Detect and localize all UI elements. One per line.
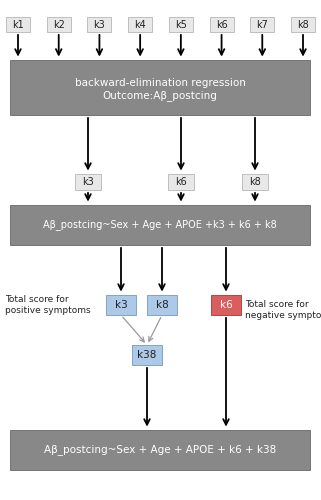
- FancyBboxPatch shape: [47, 17, 71, 32]
- FancyBboxPatch shape: [75, 174, 101, 190]
- Text: Aβ_postcing~Sex + Age + APOE + k6 + k38: Aβ_postcing~Sex + Age + APOE + k6 + k38: [44, 444, 276, 456]
- FancyBboxPatch shape: [128, 17, 152, 32]
- Text: Outcome:Aβ_postcing: Outcome:Aβ_postcing: [103, 90, 217, 101]
- Text: k6: k6: [175, 177, 187, 187]
- FancyBboxPatch shape: [242, 174, 268, 190]
- FancyBboxPatch shape: [106, 295, 136, 315]
- Text: k7: k7: [256, 20, 268, 30]
- Text: k3: k3: [82, 177, 94, 187]
- Text: k3: k3: [115, 300, 127, 310]
- Text: k38: k38: [137, 350, 157, 360]
- FancyBboxPatch shape: [10, 205, 310, 245]
- Text: k5: k5: [175, 20, 187, 30]
- Text: k2: k2: [53, 20, 65, 30]
- FancyBboxPatch shape: [87, 17, 111, 32]
- FancyBboxPatch shape: [10, 430, 310, 470]
- FancyBboxPatch shape: [250, 17, 274, 32]
- Text: k4: k4: [134, 20, 146, 30]
- FancyBboxPatch shape: [147, 295, 177, 315]
- FancyBboxPatch shape: [132, 345, 162, 365]
- Text: k8: k8: [249, 177, 261, 187]
- Text: k6: k6: [216, 20, 228, 30]
- Text: k8: k8: [156, 300, 169, 310]
- Text: k6: k6: [220, 300, 232, 310]
- FancyBboxPatch shape: [211, 295, 241, 315]
- FancyBboxPatch shape: [291, 17, 315, 32]
- Text: Aβ_postcing~Sex + Age + APOE +k3 + k6 + k8: Aβ_postcing~Sex + Age + APOE +k3 + k6 + …: [43, 220, 277, 230]
- Text: Total score for
negative symptoms: Total score for negative symptoms: [245, 300, 321, 320]
- Text: k8: k8: [297, 20, 309, 30]
- Text: backward-elimination regression: backward-elimination regression: [74, 78, 246, 88]
- Text: Total score for
positive symptoms: Total score for positive symptoms: [5, 296, 91, 314]
- FancyBboxPatch shape: [10, 60, 310, 115]
- Text: k1: k1: [12, 20, 24, 30]
- FancyBboxPatch shape: [168, 174, 194, 190]
- FancyBboxPatch shape: [6, 17, 30, 32]
- FancyBboxPatch shape: [210, 17, 234, 32]
- FancyBboxPatch shape: [169, 17, 193, 32]
- Text: k3: k3: [93, 20, 105, 30]
